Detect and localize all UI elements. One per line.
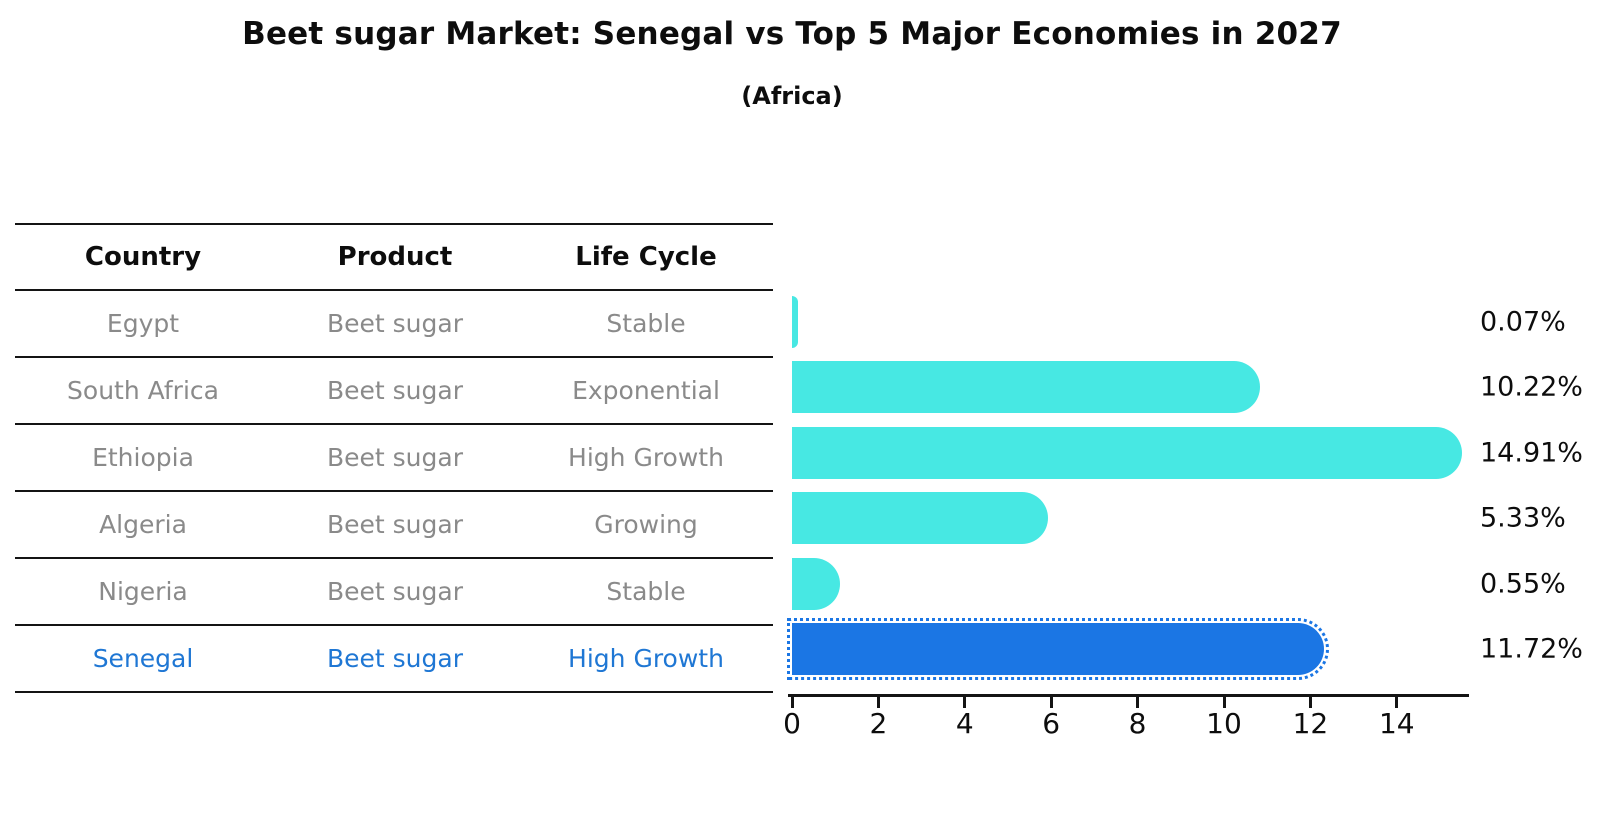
- x-tick-label-6: 6: [1042, 707, 1061, 740]
- cell-life-cycle: Stable: [606, 309, 686, 338]
- x-tick-label-4: 4: [955, 707, 974, 740]
- value-label-nigeria: 0.55%: [1480, 568, 1566, 600]
- value-label-egypt: 0.07%: [1480, 306, 1566, 338]
- cell-country: Algeria: [99, 510, 187, 539]
- bar-senegal: [786, 618, 1330, 680]
- cell-life-cycle: Exponential: [572, 376, 720, 405]
- column-header-country: Country: [84, 242, 202, 272]
- chart-title: Beet sugar Market: Senegal vs Top 5 Majo…: [242, 16, 1342, 52]
- x-tick-label-14: 14: [1378, 707, 1415, 740]
- bar-ethiopia: [792, 426, 1463, 479]
- bar-nigeria: [792, 557, 840, 610]
- cell-life-cycle: Stable: [606, 577, 686, 606]
- cell-country: Nigeria: [98, 577, 188, 606]
- table-row-nigeria: Nigeria Beet sugar Stable: [15, 559, 773, 626]
- table-row-ethiopia: Ethiopia Beet sugar High Growth: [15, 425, 773, 492]
- table-row-egypt: Egypt Beet sugar Stable: [15, 291, 773, 358]
- cell-product: Beet sugar: [327, 376, 463, 405]
- cell-country: Ethiopia: [92, 443, 194, 472]
- x-tick-0: [790, 697, 794, 708]
- x-tick-14: [1395, 697, 1399, 708]
- table-row-senegal: Senegal Beet sugar High Growth: [15, 626, 773, 693]
- x-tick-8: [1136, 697, 1140, 708]
- bar-egypt: [792, 296, 799, 348]
- table-row-algeria: Algeria Beet sugar Growing: [15, 492, 773, 559]
- cell-product: Beet sugar: [327, 577, 463, 606]
- column-header-life-cycle: Life Cycle: [575, 242, 717, 272]
- x-tick-2: [876, 697, 880, 708]
- table-row-south-africa: South Africa Beet sugar Exponential: [15, 358, 773, 425]
- cell-product: Beet sugar: [327, 644, 463, 673]
- cell-country: Egypt: [106, 309, 180, 338]
- value-label-senegal: 11.72%: [1480, 633, 1583, 665]
- value-label-south-africa: 10.22%: [1480, 371, 1583, 403]
- country-table: Country Product Life Cycle Egypt Beet sug…: [15, 223, 773, 693]
- cell-product: Beet sugar: [327, 309, 463, 338]
- x-tick-6: [1049, 697, 1053, 708]
- column-header-product: Product: [337, 242, 453, 272]
- value-label-ethiopia: 14.91%: [1480, 437, 1583, 469]
- x-tick-12: [1308, 697, 1312, 708]
- table-body: Egypt Beet sugar Stable South Africa Beet su…: [15, 291, 773, 693]
- x-tick-label-10: 10: [1206, 707, 1242, 740]
- chart-subtitle: (Africa): [741, 82, 843, 110]
- x-tick-4: [963, 697, 967, 708]
- bar-south-africa: [792, 361, 1260, 414]
- x-tick-label-12: 12: [1292, 707, 1329, 740]
- value-label-algeria: 5.33%: [1480, 502, 1566, 534]
- cell-life-cycle: High Growth: [568, 443, 724, 472]
- cell-country: South Africa: [67, 376, 219, 405]
- table-header-row: Country Product Life Cycle: [15, 223, 773, 291]
- x-tick-10: [1222, 697, 1226, 708]
- x-axis-line: [788, 694, 1469, 697]
- x-tick-label-2: 2: [869, 707, 888, 740]
- cell-product: Beet sugar: [327, 443, 463, 472]
- cell-country: Senegal: [92, 644, 194, 673]
- x-tick-label-8: 8: [1128, 707, 1147, 740]
- bar-algeria: [792, 492, 1049, 545]
- x-tick-label-0: 0: [783, 707, 801, 740]
- cell-life-cycle: Growing: [594, 510, 698, 539]
- cell-product: Beet sugar: [327, 510, 463, 539]
- cell-life-cycle: High Growth: [568, 644, 724, 673]
